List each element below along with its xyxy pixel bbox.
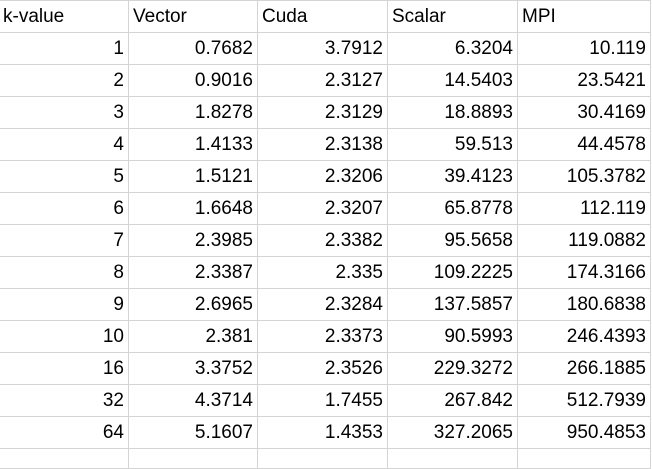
table-row: 3 1.8278 2.3129 18.8893 30.4169 [0,96,651,129]
cell-scalar[interactable]: 39.4123 [387,160,518,193]
cell-scalar[interactable]: 6.3204 [387,32,518,65]
cell-scalar[interactable]: 14.5403 [387,64,518,97]
cell-k-value[interactable]: 3 [0,96,129,129]
empty-cell[interactable] [0,448,129,469]
empty-cell[interactable] [257,448,388,469]
cell-k-value[interactable]: 4 [0,128,129,161]
cell-scalar[interactable]: 229.3272 [387,352,518,385]
header-row: k-value Vector Cuda Scalar MPI [0,0,651,33]
empty-cell[interactable] [517,448,651,469]
cell-vector[interactable]: 4.3714 [128,384,258,417]
table-row: 5 1.5121 2.3206 39.4123 105.3782 [0,160,651,193]
cell-k-value[interactable]: 8 [0,256,129,289]
cell-vector[interactable]: 2.3985 [128,224,258,257]
cell-k-value[interactable]: 5 [0,160,129,193]
cell-k-value[interactable]: 6 [0,192,129,225]
cell-cuda[interactable]: 2.3206 [257,160,388,193]
header-cell-mpi[interactable]: MPI [517,0,651,33]
cell-mpi[interactable]: 174.3166 [517,256,651,289]
cell-k-value[interactable]: 32 [0,384,129,417]
cell-mpi[interactable]: 512.7939 [517,384,651,417]
cell-vector[interactable]: 2.381 [128,320,258,353]
cell-vector[interactable]: 1.5121 [128,160,258,193]
cell-vector[interactable]: 1.6648 [128,192,258,225]
table-row: 9 2.6965 2.3284 137.5857 180.6838 [0,288,651,321]
cell-cuda[interactable]: 2.3373 [257,320,388,353]
header-cell-vector[interactable]: Vector [128,0,258,33]
table-row: 32 4.3714 1.7455 267.842 512.7939 [0,384,651,417]
empty-cell[interactable] [128,448,258,469]
cell-scalar[interactable]: 109.2225 [387,256,518,289]
cell-cuda[interactable]: 2.3526 [257,352,388,385]
cell-vector[interactable]: 3.3752 [128,352,258,385]
cell-mpi[interactable]: 266.1885 [517,352,651,385]
table-row: 2 0.9016 2.3127 14.5403 23.5421 [0,64,651,97]
cell-vector[interactable]: 0.7682 [128,32,258,65]
cell-mpi[interactable]: 950.4853 [517,416,651,449]
cell-k-value[interactable]: 9 [0,288,129,321]
cell-mpi[interactable]: 23.5421 [517,64,651,97]
table-row: 4 1.4133 2.3138 59.513 44.4578 [0,128,651,161]
cell-cuda[interactable]: 2.3127 [257,64,388,97]
cell-cuda[interactable]: 2.3138 [257,128,388,161]
cell-mpi[interactable]: 112.119 [517,192,651,225]
cell-scalar[interactable]: 327.2065 [387,416,518,449]
cell-cuda[interactable]: 2.3207 [257,192,388,225]
cell-vector[interactable]: 2.6965 [128,288,258,321]
cell-mpi[interactable]: 246.4393 [517,320,651,353]
cell-scalar[interactable]: 65.8778 [387,192,518,225]
cell-cuda[interactable]: 1.7455 [257,384,388,417]
table-row: 64 5.1607 1.4353 327.2065 950.4853 [0,416,651,449]
empty-cell[interactable] [387,448,518,469]
cell-mpi[interactable]: 119.0882 [517,224,651,257]
cell-scalar[interactable]: 18.8893 [387,96,518,129]
cell-scalar[interactable]: 137.5857 [387,288,518,321]
cell-scalar[interactable]: 59.513 [387,128,518,161]
cell-vector[interactable]: 0.9016 [128,64,258,97]
cell-cuda[interactable]: 3.7912 [257,32,388,65]
table-row: 7 2.3985 2.3382 95.5658 119.0882 [0,224,651,257]
cell-k-value[interactable]: 16 [0,352,129,385]
table-row: 1 0.7682 3.7912 6.3204 10.119 [0,32,651,65]
cell-k-value[interactable]: 10 [0,320,129,353]
cell-k-value[interactable]: 64 [0,416,129,449]
table-row: 6 1.6648 2.3207 65.8778 112.119 [0,192,651,225]
cell-cuda[interactable]: 2.3382 [257,224,388,257]
cell-k-value[interactable]: 1 [0,32,129,65]
cell-vector[interactable]: 1.8278 [128,96,258,129]
header-cell-scalar[interactable]: Scalar [387,0,518,33]
cell-cuda[interactable]: 2.335 [257,256,388,289]
header-cell-cuda[interactable]: Cuda [257,0,388,33]
cell-k-value[interactable]: 2 [0,64,129,97]
cell-scalar[interactable]: 90.5993 [387,320,518,353]
table-row: 10 2.381 2.3373 90.5993 246.4393 [0,320,651,353]
cell-cuda[interactable]: 2.3284 [257,288,388,321]
cell-scalar[interactable]: 267.842 [387,384,518,417]
cell-scalar[interactable]: 95.5658 [387,224,518,257]
cell-mpi[interactable]: 180.6838 [517,288,651,321]
cell-mpi[interactable]: 44.4578 [517,128,651,161]
header-cell-k-value[interactable]: k-value [0,0,129,33]
cell-k-value[interactable]: 7 [0,224,129,257]
cell-mpi[interactable]: 10.119 [517,32,651,65]
cell-vector[interactable]: 2.3387 [128,256,258,289]
empty-row [0,448,651,469]
table-row: 16 3.3752 2.3526 229.3272 266.1885 [0,352,651,385]
cell-vector[interactable]: 5.1607 [128,416,258,449]
cell-cuda[interactable]: 2.3129 [257,96,388,129]
table-row: 8 2.3387 2.335 109.2225 174.3166 [0,256,651,289]
cell-cuda[interactable]: 1.4353 [257,416,388,449]
cell-vector[interactable]: 1.4133 [128,128,258,161]
cell-mpi[interactable]: 30.4169 [517,96,651,129]
cell-mpi[interactable]: 105.3782 [517,160,651,193]
